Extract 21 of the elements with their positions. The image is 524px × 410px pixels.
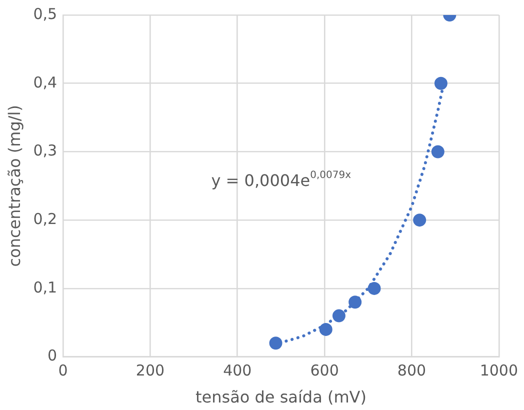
point — [413, 214, 426, 227]
x-tick-label: 1000 — [480, 362, 518, 380]
y-tick-label: 0,3 — [33, 142, 58, 160]
y-tick-label: 0,1 — [33, 278, 58, 296]
y-tick-label: 0,2 — [33, 210, 58, 228]
x-tick-label: 200 — [136, 362, 165, 380]
point — [368, 282, 381, 295]
y-tick-label: 0,4 — [33, 73, 58, 92]
x-tick-label: 600 — [310, 362, 339, 380]
y-tick-label: 0,5 — [33, 4, 58, 23]
point — [434, 76, 448, 90]
x-tick-label: 400 — [223, 362, 252, 380]
x-tick-label: 800 — [397, 362, 426, 380]
point — [332, 309, 346, 322]
point — [319, 322, 332, 336]
point — [348, 296, 362, 309]
point — [269, 336, 282, 350]
point — [431, 145, 444, 158]
x-axis-title: tensão de saída (mV) — [195, 388, 366, 407]
y-tick-label: 0 — [48, 346, 58, 365]
y-axis-title: concentração (mg/l) — [4, 105, 24, 267]
